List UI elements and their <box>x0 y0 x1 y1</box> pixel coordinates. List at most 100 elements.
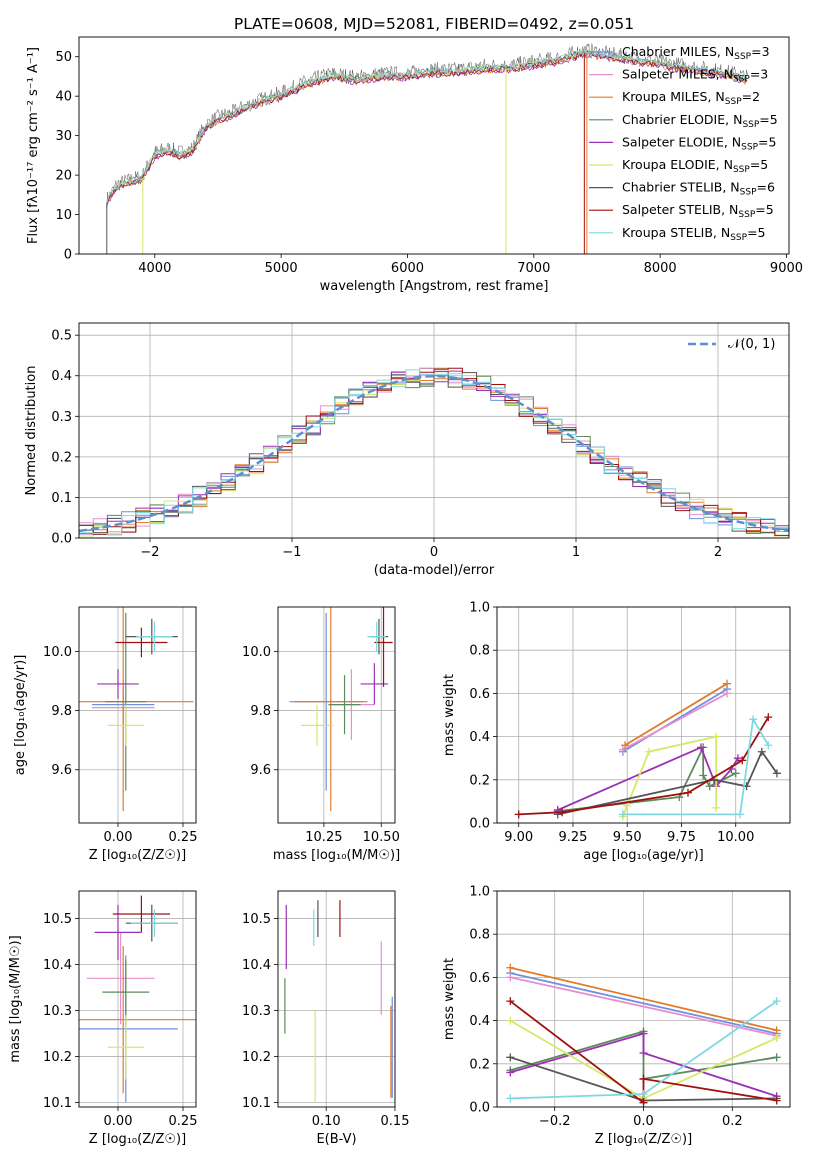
weight-marker <box>644 747 653 756</box>
error-bar-point <box>107 704 144 747</box>
weight-marker <box>749 715 758 724</box>
x-tick-label: 9.25 <box>558 830 587 845</box>
weight-marker <box>618 745 627 754</box>
y-axis-label: mass weight <box>442 674 457 756</box>
weight-marker <box>733 754 742 763</box>
x-tick-label: 9.50 <box>613 830 642 845</box>
y-tick-label: 50 <box>55 50 72 65</box>
x-tick-label: 5000 <box>265 261 298 276</box>
y-tick-label: 10.5 <box>242 912 271 927</box>
weight-series <box>510 966 777 1032</box>
y-tick-label: 0.0 <box>469 1101 490 1116</box>
weight-series <box>624 682 728 746</box>
y-tick-label: 10.2 <box>43 1050 72 1065</box>
error-bar-point <box>97 669 139 699</box>
age_vs_Z-frame <box>78 606 197 824</box>
x-tick-label: −1 <box>282 545 301 560</box>
mass_vs_Z-axes <box>75 891 196 1111</box>
x-tick-label: 0 <box>430 545 438 560</box>
x-tick-label: 9.00 <box>504 830 533 845</box>
y-tick-label: 0.2 <box>469 773 490 788</box>
y-tick-label: 10.0 <box>242 645 271 660</box>
y-tick-label: 40 <box>55 90 72 105</box>
weight_vs_Z-frame <box>496 890 791 1108</box>
x-tick-label: 7000 <box>517 261 550 276</box>
weight-series <box>622 716 770 816</box>
weight-marker <box>639 1098 648 1107</box>
weight-marker <box>772 1033 781 1042</box>
x-axis-label: Z [log₁₀(Z/Z☉)] <box>595 1132 692 1147</box>
weight-marker <box>506 973 515 982</box>
mass_vs_ebv-axes <box>274 891 396 1111</box>
histogram-series <box>79 367 789 536</box>
y-tick-label: 0.4 <box>469 1014 490 1029</box>
error-bar-point <box>374 607 393 687</box>
mass_vs_Z-frame <box>78 890 197 1108</box>
spectrum-axes <box>75 56 787 258</box>
weight-marker <box>764 713 773 722</box>
residuals-axes <box>75 323 789 542</box>
histogram-series <box>79 369 789 536</box>
y-tick-label: 20 <box>55 169 72 184</box>
histogram-series <box>79 371 789 534</box>
error-bar-point <box>294 607 368 812</box>
x-tick-label: 0.15 <box>381 1114 410 1129</box>
weight-series <box>510 972 777 1035</box>
x-tick-label: 0.10 <box>312 1114 341 1129</box>
weight-series <box>510 976 777 1037</box>
x-axis-label: Z [log₁₀(Z/Z☉)] <box>89 848 186 863</box>
y-tick-label: 9.6 <box>51 763 72 778</box>
spectrum-line <box>106 48 748 204</box>
y-tick-label: 0.4 <box>51 369 72 384</box>
error-bar-point <box>105 612 147 791</box>
weight-marker <box>506 1053 515 1062</box>
y-tick-label: 0.6 <box>469 971 490 986</box>
x-axis-label: mass [log₁₀(M/M☉)] <box>273 848 400 863</box>
y-axis-label: mass weight <box>442 958 457 1040</box>
x-tick-label: 1 <box>572 545 580 560</box>
y-tick-label: 10.0 <box>43 645 72 660</box>
legend-entry: Chabrier ELODIE, NSSP=5 <box>622 112 778 130</box>
normal-curve <box>79 374 789 533</box>
weight-marker <box>506 963 515 972</box>
error-bar-point <box>136 621 173 652</box>
x-tick-label: 0.0 <box>633 1114 654 1129</box>
weight_vs_age-axes <box>493 606 790 827</box>
histogram-series <box>79 367 789 537</box>
weight-marker <box>506 1094 515 1103</box>
x-tick-label: 0.00 <box>104 830 133 845</box>
error-bar-point <box>367 621 386 652</box>
y-tick-label: 0.2 <box>469 1057 490 1072</box>
weight-marker <box>639 1090 648 1099</box>
x-axis-label: wavelength [Angstrom, rest frame] <box>320 279 549 294</box>
weight-marker <box>772 1053 781 1062</box>
weight-marker <box>712 732 721 741</box>
legend-entry: Salpeter MILES, NSSP=3 <box>622 67 768 85</box>
weight-marker <box>514 810 523 819</box>
y-tick-label: 9.8 <box>250 704 271 719</box>
weight-series <box>557 747 737 812</box>
weight-series <box>622 688 728 753</box>
weight-marker <box>639 1029 648 1038</box>
error-bar-point <box>115 627 168 658</box>
error-bar-point <box>131 909 178 937</box>
x-tick-label: 9000 <box>770 261 803 276</box>
legend-entry: Chabrier MILES, NSSP=3 <box>622 44 770 62</box>
x-axis-label: age [log₁₀(age/yr)] <box>583 848 704 863</box>
weight-marker <box>639 1049 648 1057</box>
weight-marker <box>697 743 706 752</box>
x-tick-label: −0.2 <box>539 1114 571 1129</box>
y-tick-label: 0.4 <box>469 730 490 745</box>
weight-marker <box>772 1096 781 1105</box>
y-tick-label: 10.5 <box>43 912 72 927</box>
weight-marker <box>736 810 745 819</box>
y-tick-label: 10.3 <box>242 1004 271 1019</box>
error-bar-point <box>107 1015 144 1080</box>
weight-marker <box>757 747 766 756</box>
legend-entry: Salpeter ELODIE, NSSP=5 <box>622 134 776 152</box>
y-tick-label: 0.0 <box>51 532 72 547</box>
y-tick-label: 0.5 <box>51 329 72 344</box>
y-axis-label: Flux [fλ10⁻¹⁷ erg cm⁻² s⁻¹ A⁻¹] <box>26 47 41 244</box>
x-tick-label: 8000 <box>644 261 677 276</box>
